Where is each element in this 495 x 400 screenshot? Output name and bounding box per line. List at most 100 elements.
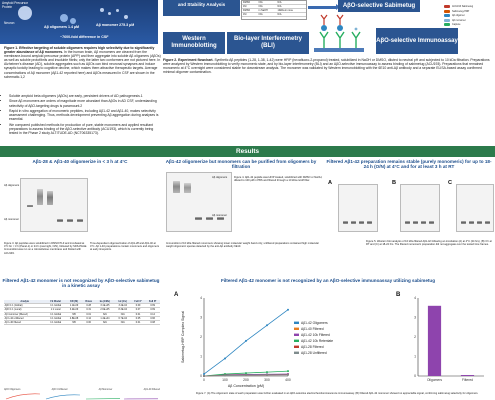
table-cell: 4.8E-08 (65, 316, 83, 322)
panel-label-c: C (448, 180, 453, 186)
bullet-item: Since Aβ monomers are orders of magnitud… (9, 99, 162, 107)
immunoassay-bar-chart: B 0 1 2 3 4 Oligomers Filtered (396, 292, 484, 382)
monomer-icon (108, 12, 111, 15)
bar (427, 305, 442, 376)
legend-swatch (294, 333, 299, 336)
blot-band (477, 221, 482, 224)
table-cell: 0.00 (82, 320, 96, 326)
blot-band (359, 221, 364, 224)
panel-letter: B (396, 292, 401, 298)
legend-swatch (444, 5, 450, 8)
capture-antibody-icon (351, 31, 361, 48)
monomer-label: Aβ monomer (212, 214, 227, 217)
legend-swatch (294, 321, 299, 324)
x-tick-label: 400 (285, 378, 291, 382)
table-cell: N/A (95, 312, 115, 317)
bar (460, 375, 475, 376)
table-cell: 6.7E-04 (114, 316, 131, 322)
figure-4-side-caption: Figure 4. Aβ1-42 peptide was HFIP treate… (234, 176, 323, 183)
legend-swatch (294, 327, 299, 330)
table-cell: 1:1 Global (45, 303, 66, 309)
data-point (266, 371, 268, 374)
table-cell: Aβ 1-40 filtered (4, 320, 46, 326)
section-title-b: Aβ1-42 oligomerize but monomers can be p… (165, 159, 317, 170)
table-cell: 0.28 (82, 303, 96, 309)
y-tick-label: 1 (414, 355, 416, 359)
y-tick-label: 1 (200, 355, 202, 359)
blot-band (195, 217, 202, 220)
panel-letter: A (174, 292, 179, 298)
capture-antibody-icon (319, 31, 329, 48)
table-cell: Aβ 1-42 unfiltered (4, 316, 46, 322)
legend-item: Aβ oligomer (444, 14, 494, 18)
data-point (287, 370, 289, 373)
aβ-schematic-illustration: Amyloid Precursor Protein Aβ oligomers 1… (0, 0, 158, 44)
table-cell: AβO 1:1 (Local) (4, 307, 46, 313)
table-header-row: Analyte Fit Model KD (M) Rmax ka (1/Ms) … (4, 300, 160, 305)
monomer-icon (116, 9, 119, 12)
sensorgram-trace (5, 393, 41, 400)
blot-band (47, 191, 53, 205)
neuron-label: Neuron (4, 21, 15, 25)
blot-band (77, 219, 83, 222)
sabimetug-icon (336, 14, 344, 25)
monomer-icon (354, 27, 358, 31)
table-row: DMSO in NaOH 10kDa in none (242, 8, 306, 13)
blot-band (429, 221, 434, 224)
table-cell: N/A (114, 312, 131, 317)
data-point (266, 324, 268, 327)
figure-4-caption: Immunoblot of 10 kDa filtered monomers s… (166, 242, 319, 249)
table-cell: 0.99 (145, 303, 160, 309)
flow-arrow (308, 4, 340, 10)
stability-analysis-box: and Stability Analysis (163, 0, 240, 16)
panel-label-b: B (392, 180, 397, 186)
table-cell: 0.01 (130, 312, 146, 317)
oligomer-icon (60, 14, 68, 22)
blot-band (351, 221, 356, 224)
sabimetug-icon (320, 14, 328, 25)
legend-label: Aβ1-42 10k Retentate (301, 339, 333, 343)
legend-item: Aβ monomer (444, 18, 494, 22)
oligomer-concentration-label: Aβ oligomers 1.4 µM (44, 25, 80, 29)
oligomer-icon (321, 25, 327, 31)
intro-bullets: Soluble amyloid beta oligomers (AβOs) ar… (4, 94, 162, 136)
legend-swatch (444, 23, 450, 27)
blot-band (184, 183, 191, 193)
data-point (224, 357, 226, 360)
table-cell: Aβ monomer (filtered) (4, 312, 46, 317)
assay-legend: ACU193 Sabimetug Sabimetug-HRP Aβ oligom… (444, 5, 494, 28)
bullet-item: Soluble amyloid beta oligomers (AβOs) ar… (9, 94, 162, 98)
blot-band (469, 221, 474, 224)
blot-band (343, 221, 348, 224)
legend-label: Aβ1-28 Unfiltered (301, 351, 327, 355)
blot-band (173, 181, 180, 193)
monomer-label: Aβ monomer (4, 218, 19, 221)
table-cell: AβO 1:1 (Global) (4, 303, 46, 309)
figure-1-caption: Figure 1. Effective targeting of soluble… (4, 46, 162, 79)
section-title-d: Filtered Aβ1-42 monomer is not recognize… (2, 278, 160, 289)
table-row: Aβ 1-40 filtered 1:1 Global NB 0.00 N/A N/A 0.… (4, 320, 160, 326)
figure-7-caption: Figure 7. (A) The oligomeric state of ea… (196, 392, 479, 395)
table-cell: 1:1 Local (45, 307, 66, 313)
y-axis-label: Sabimetug-HRP Complex Signal (181, 311, 185, 363)
table-cell: NB (65, 312, 83, 317)
x-tick-label: 200 (243, 378, 249, 382)
kinetic-table: Analyte Fit Model KD (M) Rmax ka (1/Ms) … (4, 300, 160, 326)
immunoassay-line-chart: A 0 100 200 300 400 0 1 2 3 4 Aβ Concentration (pM)… (174, 292, 333, 388)
legend-swatch (444, 9, 450, 13)
table-cell: 0.12 (145, 312, 160, 317)
bullet-item: We compared published methods for produc… (9, 123, 162, 135)
table-cell: 3.2E-09 (65, 307, 83, 313)
figure-2-caption: Figure 2. Experiment flowchart. Syntheti… (163, 58, 493, 74)
western-immunoblotting-box: Western Immunoblotting (163, 32, 225, 54)
y-tick-label: 2 (414, 335, 416, 339)
immunoassay-box: AβO-selective Immunoassay (376, 28, 458, 54)
blot-band (405, 221, 410, 224)
data-point (224, 374, 226, 377)
table-row: AβO 1:1 (Local) 1:1 Local 3.2E-09 0.31 2.6E+… (4, 307, 160, 313)
legend-item: Aβ Monomer (98, 388, 113, 391)
blot-band (67, 219, 73, 222)
oligomer-icon (337, 25, 343, 31)
legend-item: Aβ1-40 Filtered (143, 388, 160, 391)
y-tick-label: 4 (414, 296, 416, 300)
